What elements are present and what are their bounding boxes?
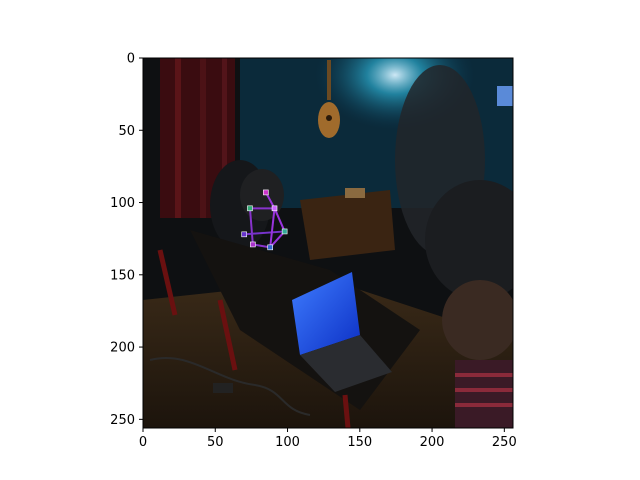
y-axis: 0 50 100 150 200 250 [110, 52, 143, 428]
y-tick-label: 0 [127, 52, 135, 67]
skeleton-limb [244, 230, 285, 236]
skeleton-limb [269, 208, 276, 248]
skeleton-limb [248, 208, 254, 245]
keypoint [247, 205, 253, 212]
skeleton-limb [273, 207, 286, 232]
x-tick-label: 150 [347, 435, 372, 450]
plot-frame [142, 57, 514, 429]
y-tick-label: 250 [110, 413, 135, 428]
keypoints [241, 189, 288, 251]
keypoint [241, 231, 247, 238]
x-tick-label: 100 [275, 435, 300, 450]
x-tick-label: 50 [207, 435, 224, 450]
background-photo [143, 58, 513, 428]
y-tick-label: 150 [110, 268, 135, 283]
y-tick-label: 200 [110, 341, 135, 356]
x-axis: 0 50 100 150 200 250 [139, 428, 517, 450]
keypoint [271, 205, 278, 212]
keypoint [263, 189, 269, 196]
x-tick-label: 250 [492, 435, 517, 450]
x-tick-label: 200 [420, 435, 445, 450]
x-tick-label: 0 [139, 435, 147, 450]
keypoint [281, 228, 288, 235]
keypoint [250, 241, 256, 248]
y-tick-label: 50 [118, 124, 135, 139]
skeleton-limb [252, 243, 271, 249]
keypoint [267, 244, 273, 251]
y-tick-label: 100 [110, 196, 135, 211]
